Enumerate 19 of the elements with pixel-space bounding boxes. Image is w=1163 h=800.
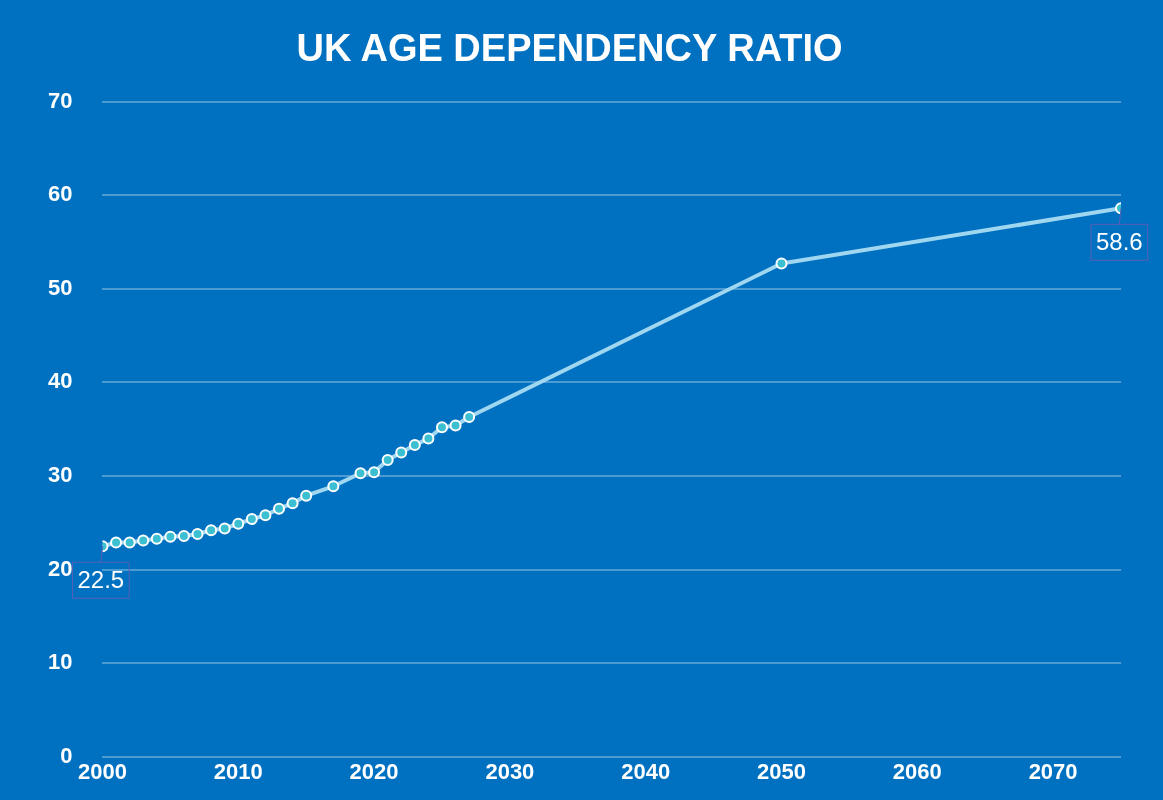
x-tick-label: 2000: [77, 759, 127, 785]
chart-title: UK AGE DEPENDENCY RATIO: [296, 27, 843, 70]
y-tick-label: 0: [60, 742, 73, 768]
y-tick-label: 50: [47, 274, 73, 300]
x-tick-label: 2030: [485, 759, 535, 785]
x-tick-label: 2020: [349, 759, 399, 785]
data-label: 22.5: [77, 565, 125, 593]
y-tick-label: 10: [47, 649, 73, 675]
x-tick-label: 2070: [1028, 759, 1078, 785]
y-tick-label: 30: [47, 462, 73, 488]
x-tick-label: 2050: [757, 759, 806, 785]
data-label: 58.6: [1096, 227, 1143, 255]
x-tick-label: 2060: [892, 759, 942, 785]
x-tick-label: 2040: [621, 759, 671, 785]
y-tick-label: 40: [47, 368, 73, 394]
x-tick-label: 2010: [213, 759, 263, 785]
y-tick-label: 60: [47, 181, 73, 207]
y-tick-label: 20: [47, 555, 73, 581]
y-tick-label: 70: [47, 87, 73, 113]
